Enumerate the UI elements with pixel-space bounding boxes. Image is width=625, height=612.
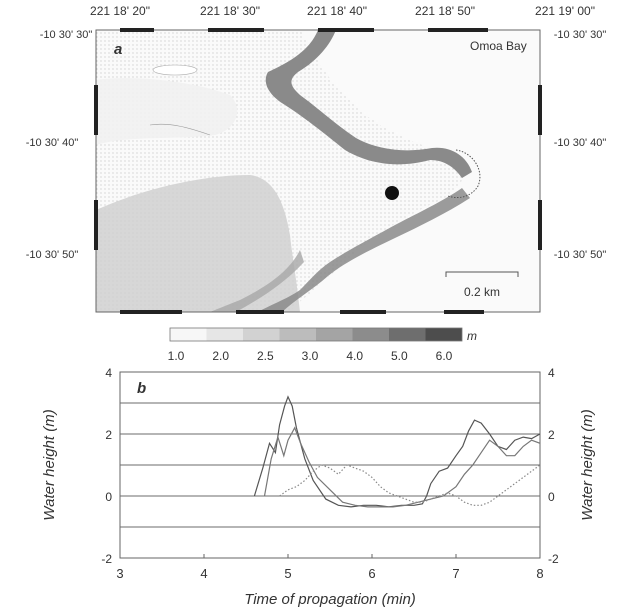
- y-tick-label-left: 4: [105, 366, 112, 380]
- colorbar-tick: 2.5: [257, 349, 274, 363]
- y-tick-labels-left: -2 0 2 4: [101, 366, 112, 566]
- y-tick-label-right: 0: [548, 490, 555, 504]
- left-tick: -10 30' 40": [26, 137, 79, 149]
- colorbar-cell: [206, 328, 243, 341]
- right-tick: -10 30' 40": [554, 137, 607, 149]
- y-axis-label-left: Water height (m): [41, 409, 58, 520]
- scale-bar-label: 0.2 km: [464, 285, 500, 299]
- colorbar-tick: 5.0: [391, 349, 408, 363]
- y-axis-label-right: Water height (m): [579, 409, 596, 520]
- series-line-2: [263, 426, 540, 508]
- plot-series: [253, 395, 540, 508]
- sandbar-1: [152, 64, 198, 76]
- colorbar-tick: 2.0: [212, 349, 229, 363]
- colorbar-tick: 1.0: [168, 349, 185, 363]
- right-tick: -10 30' 50": [554, 249, 607, 261]
- y-tick-label-right: 4: [548, 366, 555, 380]
- x-axis-label: Time of propagation (min): [244, 591, 416, 608]
- top-tick: 221 18' 50": [415, 4, 475, 18]
- right-tick: -10 30' 30": [554, 29, 607, 41]
- scale-bar: 0.2 km: [445, 271, 519, 299]
- depth-band-light: [96, 78, 238, 145]
- shore-south-light: [210, 250, 304, 312]
- panel-label-a: a: [114, 41, 122, 58]
- y-tick-label-right: -2: [548, 552, 559, 566]
- colorbar-cell: [243, 328, 280, 341]
- headland-outline: [447, 149, 481, 199]
- left-tick-labels: -10 30' 30" -10 30' 40" -10 30' 50": [26, 29, 93, 261]
- colorbar-tick: 3.0: [302, 349, 319, 363]
- y-tick-label-left: 2: [105, 428, 112, 442]
- top-tick: 221 18' 40": [307, 4, 367, 18]
- top-tick: 221 18' 30": [200, 4, 260, 18]
- time-series-panel: 3 4 5 6 7 8 -2 0 2 4 -2 0 2 4 b Time of propagation…: [41, 366, 596, 608]
- left-tick: -10 30' 50": [26, 249, 79, 261]
- colorbar: m 1.0 2.0 2.5 3.0 4.0 5.0 6.0: [168, 327, 477, 363]
- depth-band-mid: [96, 175, 300, 312]
- panel-label-b: b: [137, 380, 146, 397]
- top-tick: 221 18' 20": [90, 4, 150, 18]
- x-tick-labels: 3 4 5 6 7 8: [116, 554, 544, 581]
- y-tick-labels-right: -2 0 2 4: [548, 366, 559, 566]
- x-tick-label: 8: [536, 566, 543, 581]
- series-line-3: [279, 464, 540, 506]
- map-border-ticks: [94, 28, 542, 314]
- colorbar-tick: 6.0: [436, 349, 453, 363]
- left-tick: -10 30' 30": [40, 29, 93, 41]
- contour-line: [149, 123, 211, 136]
- colorbar-unit: m: [467, 329, 477, 343]
- x-tick-label: 7: [452, 566, 459, 581]
- x-tick-label: 5: [284, 566, 291, 581]
- location-marker: [385, 186, 399, 200]
- map-panel: 221 18' 20" 221 18' 30" 221 18' 40" 221 …: [26, 4, 607, 314]
- right-tick-labels: -10 30' 30" -10 30' 40" -10 30' 50": [554, 29, 607, 261]
- x-tick-label: 6: [368, 566, 375, 581]
- colorbar-cell: [352, 328, 389, 341]
- colorbar-tick: 4.0: [346, 349, 363, 363]
- colorbar-cell: [170, 328, 207, 341]
- colorbar-cell: [389, 328, 426, 341]
- colorbar-cell: [316, 328, 353, 341]
- plot-grid: [120, 402, 540, 528]
- shore-south: [258, 188, 470, 312]
- colorbar-cell: [425, 328, 462, 341]
- place-label: Omoa Bay: [470, 39, 527, 53]
- y-tick-label-left: -2: [101, 552, 112, 566]
- x-tick-label: 4: [200, 566, 207, 581]
- y-tick-label-right: 2: [548, 428, 555, 442]
- top-tick-labels: 221 18' 20" 221 18' 30" 221 18' 40" 221 …: [90, 4, 595, 18]
- top-tick: 221 19' 00": [535, 4, 595, 18]
- y-tick-label-left: 0: [105, 490, 112, 504]
- x-tick-label: 3: [116, 566, 123, 581]
- shore-north: [265, 30, 472, 178]
- colorbar-cell: [279, 328, 316, 341]
